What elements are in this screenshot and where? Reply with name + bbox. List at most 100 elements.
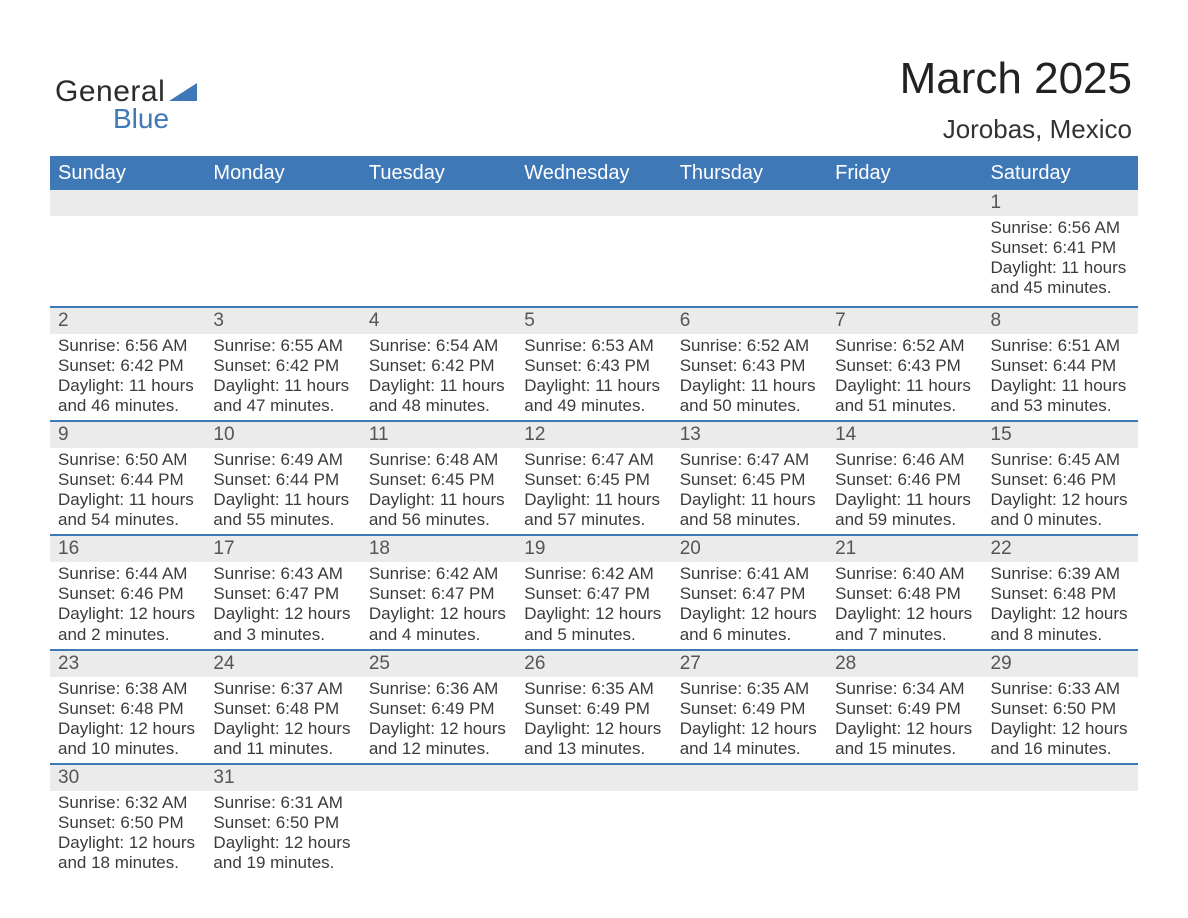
calendar: SundayMondayTuesdayWednesdayThursdayFrid… [50,156,1138,877]
day-detail-line: Daylight: 12 hours [213,719,356,739]
day-detail-line: Sunset: 6:49 PM [680,699,823,719]
calendar-cell: 18Sunrise: 6:42 AMSunset: 6:47 PMDayligh… [361,536,516,648]
day-detail-line: Sunrise: 6:45 AM [991,450,1134,470]
day-details: Sunrise: 6:35 AMSunset: 6:49 PMDaylight:… [672,677,827,759]
calendar-cell-empty: . [827,765,982,877]
calendar-cell: 26Sunrise: 6:35 AMSunset: 6:49 PMDayligh… [516,651,671,763]
day-detail-line: Sunset: 6:45 PM [524,470,667,490]
day-number: . [827,765,982,791]
day-detail-line: and 3 minutes. [213,625,356,645]
day-details: Sunrise: 6:54 AMSunset: 6:42 PMDaylight:… [361,334,516,416]
day-number: 16 [50,536,205,562]
day-detail-line: Sunset: 6:47 PM [524,584,667,604]
day-detail-line: and 50 minutes. [680,396,823,416]
calendar-week: 2Sunrise: 6:56 AMSunset: 6:42 PMDaylight… [50,306,1138,420]
day-detail-line: Daylight: 12 hours [991,604,1134,624]
day-detail-line: Sunset: 6:44 PM [991,356,1134,376]
day-detail-line: Daylight: 12 hours [991,719,1134,739]
day-details: Sunrise: 6:53 AMSunset: 6:43 PMDaylight:… [516,334,671,416]
day-number: 14 [827,422,982,448]
day-number: 1 [983,190,1138,216]
day-detail-line: and 51 minutes. [835,396,978,416]
day-detail-line: Sunrise: 6:40 AM [835,564,978,584]
day-detail-line: Sunrise: 6:51 AM [991,336,1134,356]
day-detail-line: Daylight: 11 hours [58,376,201,396]
day-number: 12 [516,422,671,448]
day-details: Sunrise: 6:42 AMSunset: 6:47 PMDaylight:… [361,562,516,644]
title-block: March 2025 Jorobas, Mexico [900,54,1132,145]
day-detail-line: Sunset: 6:41 PM [991,238,1134,258]
day-detail-line: Sunrise: 6:49 AM [213,450,356,470]
day-details: Sunrise: 6:44 AMSunset: 6:46 PMDaylight:… [50,562,205,644]
page: General Blue March 2025 Jorobas, Mexico … [0,0,1188,918]
calendar-week: 30Sunrise: 6:32 AMSunset: 6:50 PMDayligh… [50,763,1138,877]
calendar-cell: 6Sunrise: 6:52 AMSunset: 6:43 PMDaylight… [672,308,827,420]
day-number: 27 [672,651,827,677]
day-detail-line: Sunset: 6:48 PM [835,584,978,604]
day-number: 31 [205,765,360,791]
day-detail-line: Daylight: 11 hours [369,490,512,510]
calendar-cell: 16Sunrise: 6:44 AMSunset: 6:46 PMDayligh… [50,536,205,648]
calendar-cell-empty: . [516,765,671,877]
day-detail-line: and 19 minutes. [213,853,356,873]
day-detail-line: Sunrise: 6:48 AM [369,450,512,470]
day-detail-line: and 54 minutes. [58,510,201,530]
day-detail-line: Sunset: 6:47 PM [213,584,356,604]
day-detail-line: Sunrise: 6:50 AM [58,450,201,470]
day-details: Sunrise: 6:51 AMSunset: 6:44 PMDaylight:… [983,334,1138,416]
day-detail-line: Sunrise: 6:32 AM [58,793,201,813]
day-number: 9 [50,422,205,448]
day-detail-line: Sunrise: 6:44 AM [58,564,201,584]
calendar-cell-empty: . [983,765,1138,877]
day-detail-line: and 6 minutes. [680,625,823,645]
calendar-cell: 11Sunrise: 6:48 AMSunset: 6:45 PMDayligh… [361,422,516,534]
day-detail-line: Sunset: 6:45 PM [680,470,823,490]
day-details: Sunrise: 6:38 AMSunset: 6:48 PMDaylight:… [50,677,205,759]
day-number: 23 [50,651,205,677]
day-detail-line: Sunrise: 6:39 AM [991,564,1134,584]
day-details: Sunrise: 6:41 AMSunset: 6:47 PMDaylight:… [672,562,827,644]
day-detail-line: Daylight: 11 hours [991,376,1134,396]
day-detail-line: Sunset: 6:48 PM [213,699,356,719]
day-detail-line: Daylight: 11 hours [213,376,356,396]
day-detail-line: and 5 minutes. [524,625,667,645]
day-detail-line: Sunrise: 6:37 AM [213,679,356,699]
day-detail-line: Daylight: 11 hours [213,490,356,510]
day-number: . [672,190,827,216]
logo: General Blue [55,75,197,135]
day-detail-line: and 46 minutes. [58,396,201,416]
day-number: . [983,765,1138,791]
calendar-cell: 14Sunrise: 6:46 AMSunset: 6:46 PMDayligh… [827,422,982,534]
day-detail-line: Sunset: 6:49 PM [835,699,978,719]
day-detail-line: Daylight: 12 hours [369,604,512,624]
day-detail-line: Daylight: 11 hours [524,376,667,396]
day-details: Sunrise: 6:35 AMSunset: 6:49 PMDaylight:… [516,677,671,759]
day-detail-line: and 55 minutes. [213,510,356,530]
day-header: Sunday [50,162,205,185]
day-detail-line: Sunset: 6:50 PM [58,813,201,833]
day-details: Sunrise: 6:52 AMSunset: 6:43 PMDaylight:… [672,334,827,416]
day-detail-line: Sunrise: 6:42 AM [369,564,512,584]
calendar-cell: 3Sunrise: 6:55 AMSunset: 6:42 PMDaylight… [205,308,360,420]
day-detail-line: and 59 minutes. [835,510,978,530]
calendar-cell-empty: . [361,190,516,306]
calendar-cell-empty: . [361,765,516,877]
calendar-week: 16Sunrise: 6:44 AMSunset: 6:46 PMDayligh… [50,534,1138,648]
day-detail-line: Daylight: 12 hours [58,719,201,739]
day-detail-line: and 48 minutes. [369,396,512,416]
calendar-cell: 21Sunrise: 6:40 AMSunset: 6:48 PMDayligh… [827,536,982,648]
day-detail-line: Sunset: 6:49 PM [369,699,512,719]
calendar-cell: 19Sunrise: 6:42 AMSunset: 6:47 PMDayligh… [516,536,671,648]
day-detail-line: Sunset: 6:45 PM [369,470,512,490]
day-detail-line: Sunrise: 6:52 AM [835,336,978,356]
calendar-cell: 13Sunrise: 6:47 AMSunset: 6:45 PMDayligh… [672,422,827,534]
calendar-cell: 4Sunrise: 6:54 AMSunset: 6:42 PMDaylight… [361,308,516,420]
calendar-header-row: SundayMondayTuesdayWednesdayThursdayFrid… [50,156,1138,190]
day-detail-line: and 58 minutes. [680,510,823,530]
day-detail-line: Sunset: 6:46 PM [58,584,201,604]
day-number: 22 [983,536,1138,562]
calendar-body: ...... 1Sunrise: 6:56 AMSunset: 6:41 PMDa… [50,190,1138,877]
day-detail-line: Sunrise: 6:54 AM [369,336,512,356]
day-detail-line: and 57 minutes. [524,510,667,530]
day-details: Sunrise: 6:56 AMSunset: 6:41 PMDaylight:… [983,216,1138,298]
